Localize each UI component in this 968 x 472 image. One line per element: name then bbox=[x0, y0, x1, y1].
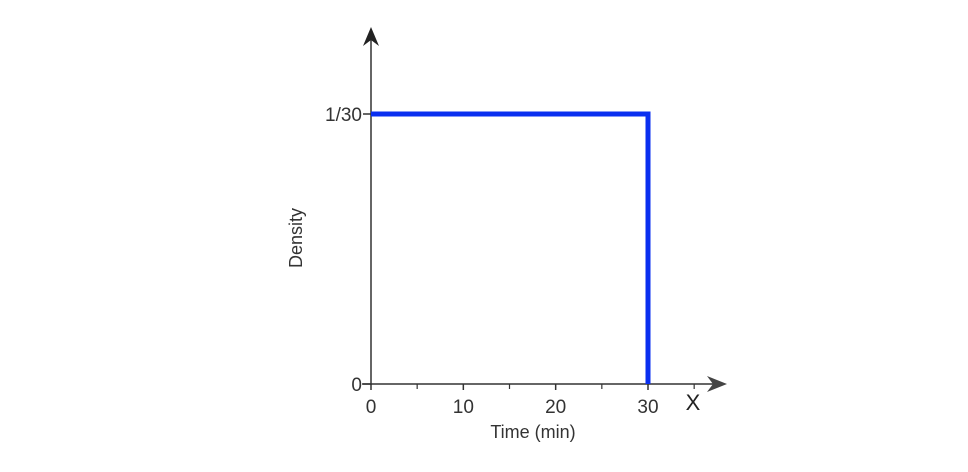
axes-group bbox=[362, 27, 727, 392]
y-axis-arrow bbox=[363, 27, 379, 46]
x-tick-label: 20 bbox=[545, 397, 566, 418]
x-variable-label: X bbox=[686, 390, 701, 415]
ticks-group: 0 10 20 30 0 1/30 bbox=[325, 105, 695, 418]
density-line bbox=[371, 111, 651, 384]
x-tick-label: 30 bbox=[637, 397, 658, 418]
y-tick-label: 1/30 bbox=[325, 105, 362, 126]
y-tick-label: 0 bbox=[351, 375, 362, 396]
x-axis-title: Time (min) bbox=[490, 422, 575, 442]
x-axis-arrow bbox=[707, 376, 727, 392]
x-tick-label: 0 bbox=[366, 397, 377, 418]
x-tick-label: 10 bbox=[453, 397, 474, 418]
series-group bbox=[371, 111, 651, 384]
y-axis-title: Density bbox=[286, 208, 306, 268]
